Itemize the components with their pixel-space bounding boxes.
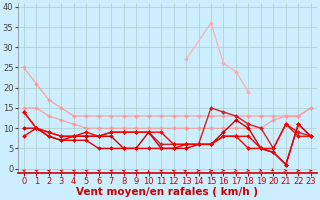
X-axis label: Vent moyen/en rafales ( km/h ): Vent moyen/en rafales ( km/h ) [76, 187, 258, 197]
